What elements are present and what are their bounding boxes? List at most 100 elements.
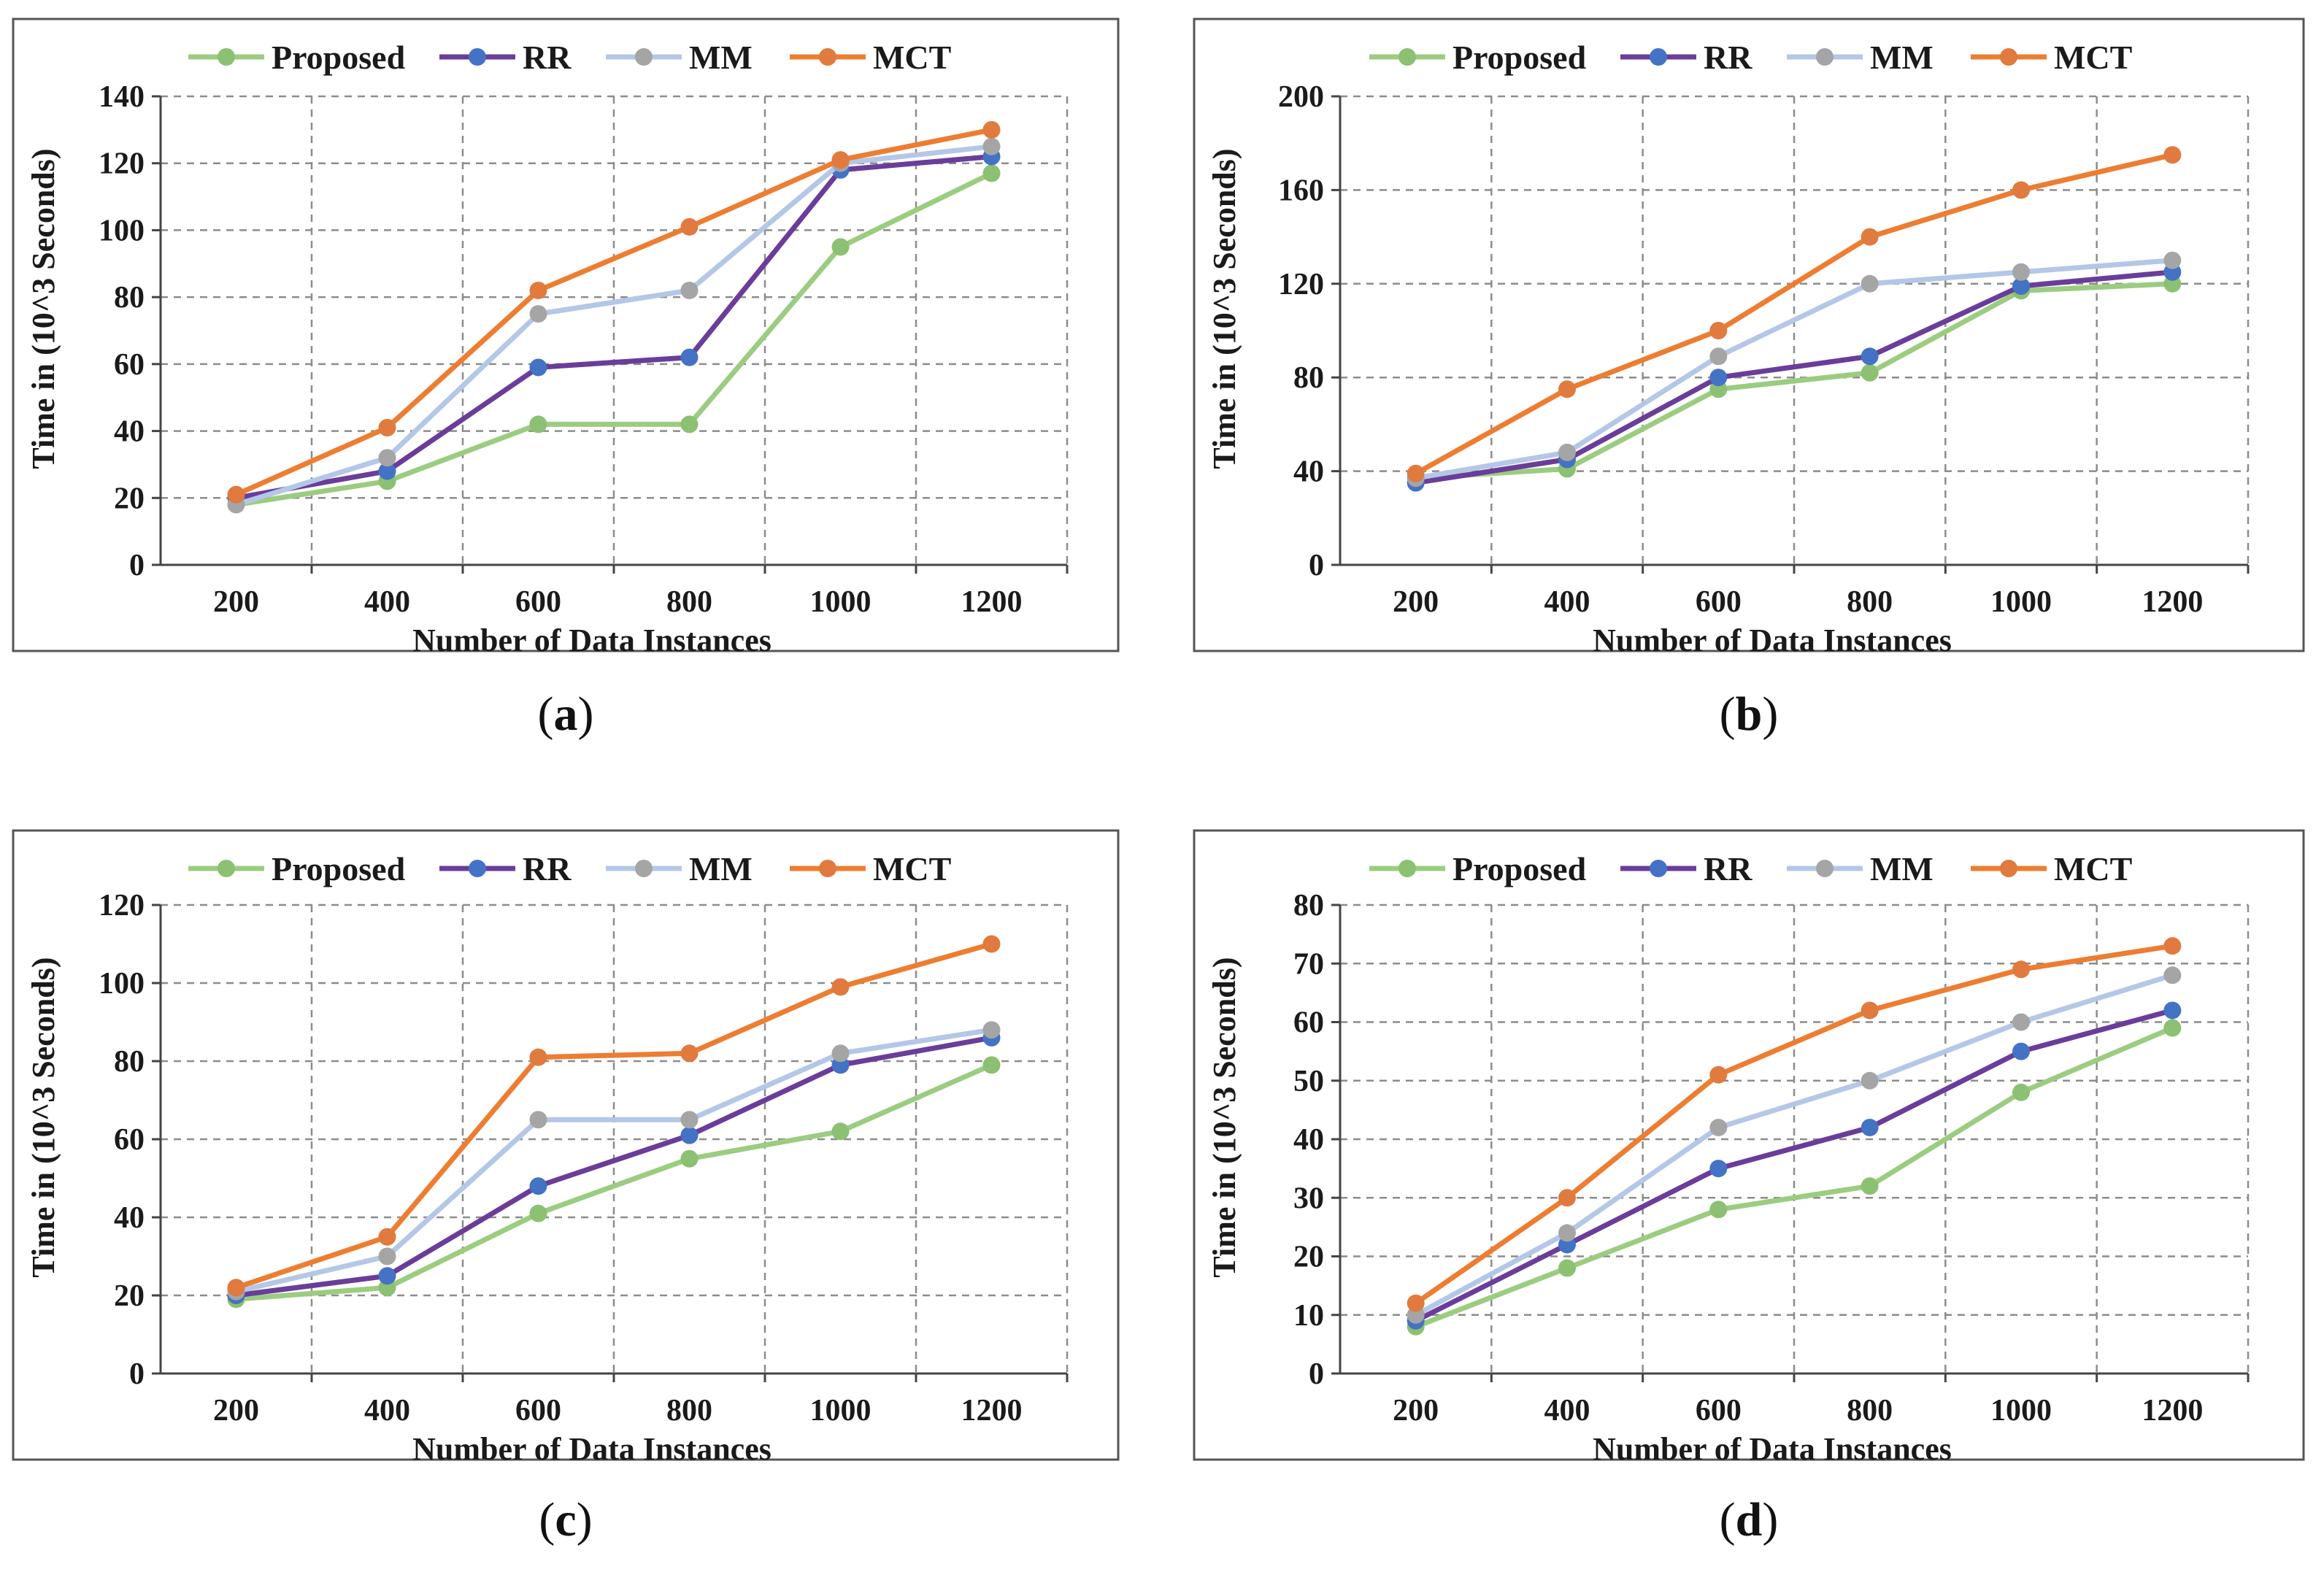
y-tick-label: 60 [114, 1123, 145, 1157]
legend-marker-mct [819, 48, 836, 66]
y-tick-label: 120 [1278, 268, 1324, 301]
series-line-mct [1413, 943, 2175, 1306]
legend-label-mm: MM [1870, 850, 1934, 887]
y-tick-label: 10 [1293, 1299, 1324, 1333]
data-point-mct [227, 1279, 245, 1297]
y-tick-label: 30 [1293, 1182, 1324, 1215]
data-point-mct [1558, 380, 1576, 398]
legend-label-proposed: Proposed [1452, 850, 1587, 887]
data-point-proposed [680, 415, 699, 434]
data-point-mm [1558, 1224, 1576, 1242]
legend-label-rr: RR [1704, 850, 1752, 887]
data-point-proposed [1861, 363, 1879, 382]
data-point-mct [529, 1048, 547, 1066]
legend-label-rr: RR [523, 850, 572, 887]
chart-panel-c: 0 20 40 60 80 100 120 200 400 600 800 1000 1200 Numbe… [12, 829, 1120, 1546]
panel-frame [1193, 829, 2305, 1461]
data-point-rr [1861, 347, 1879, 366]
legend-marker-proposed [218, 48, 235, 66]
data-point-mct [378, 418, 396, 436]
data-point-mm [2163, 966, 2182, 985]
x-tick-label: 400 [1544, 585, 1590, 619]
data-point-mct [2163, 937, 2182, 955]
data-point-rr [378, 462, 396, 480]
data-point-rr [1709, 369, 1728, 387]
data-point-mct [2012, 960, 2030, 979]
series-line-mm [1413, 258, 2175, 481]
x-tick-label: 400 [364, 1394, 410, 1427]
y-axis-title: Time in (10^3 Seconds) [1207, 957, 1242, 1277]
y-tick-label: 40 [1293, 455, 1324, 489]
series-line-proposed [234, 1062, 994, 1302]
data-point-mct [982, 935, 1001, 953]
legend-label-mm: MM [1870, 39, 1934, 76]
x-tick-label: 1000 [1990, 585, 2052, 619]
data-point-mm [680, 281, 699, 299]
legend-marker-rr [469, 48, 486, 66]
legend-label-proposed: Proposed [1452, 39, 1587, 76]
data-point-mct [1861, 228, 1879, 246]
y-tick-label: 60 [1293, 1006, 1324, 1040]
legend-label-mct: MCT [2054, 39, 2132, 76]
data-point-proposed [982, 164, 1001, 182]
chart-panel-a: 0 20 40 60 80 100 120 140 200 400 600 800 1000 1200 Nu… [12, 18, 1120, 741]
data-point-mm [529, 305, 547, 323]
legend-label-proposed: Proposed [272, 850, 406, 887]
x-tick-label: 1000 [810, 1394, 872, 1427]
x-tick-label: 600 [515, 585, 561, 619]
panel-frame [12, 18, 1120, 652]
x-tick-label: 1000 [810, 585, 872, 619]
data-point-mct [831, 978, 850, 996]
data-point-mct [1558, 1189, 1576, 1207]
legend-label-rr: RR [523, 39, 572, 76]
legend-label-mct: MCT [2054, 850, 2132, 887]
x-tick-label: 200 [1393, 1394, 1439, 1427]
y-axis-title: Time in (10^3 Seconds) [26, 957, 61, 1277]
y-tick-label: 70 [1293, 947, 1324, 981]
series-line-mct [1413, 152, 2175, 477]
panel-caption: (a) [538, 687, 594, 741]
data-point-mct [1861, 1001, 1879, 1020]
data-point-proposed [2012, 1083, 2030, 1101]
y-tick-label: 80 [1293, 889, 1324, 922]
y-tick-label: 100 [99, 214, 145, 247]
series-line-proposed [234, 171, 994, 507]
legend-label-mct: MCT [873, 850, 951, 887]
data-point-proposed [1861, 1177, 1879, 1195]
series-line-mm [234, 1027, 994, 1295]
legend-marker-rr [469, 860, 486, 877]
y-tick-label: 200 [1278, 80, 1324, 114]
data-point-mct [680, 217, 699, 236]
x-tick-label: 800 [1847, 585, 1893, 619]
legend-marker-rr [1650, 48, 1667, 66]
y-tick-label: 60 [114, 348, 145, 382]
y-tick-label: 80 [114, 1045, 145, 1079]
data-point-mm [2163, 251, 2182, 269]
x-tick-label: 800 [1847, 1394, 1893, 1427]
data-point-mct [1407, 464, 1425, 482]
data-point-rr [378, 1267, 396, 1285]
x-tick-label: 600 [1696, 1394, 1742, 1427]
legend-label-mct: MCT [873, 39, 951, 76]
x-tick-label: 800 [666, 585, 712, 619]
x-axis-title: Number of Data Instances [1593, 1431, 1952, 1467]
legend-marker-mm [635, 860, 653, 877]
series-line-mct [234, 127, 994, 498]
y-tick-label: 120 [99, 889, 145, 922]
data-point-mct [1407, 1294, 1425, 1312]
data-point-rr [2163, 1001, 2182, 1020]
series-line-rr [234, 154, 994, 501]
y-tick-label: 40 [114, 415, 145, 449]
data-point-rr [529, 358, 547, 377]
series-line-proposed [1413, 1025, 2175, 1330]
data-point-mct [680, 1044, 699, 1063]
data-point-rr [1709, 1160, 1728, 1178]
legend-marker-mct [2000, 860, 2017, 877]
y-tick-label: 120 [99, 147, 145, 181]
data-point-proposed [2163, 1019, 2182, 1037]
series-line-rr [1413, 1008, 2175, 1324]
series-line-rr [234, 1035, 994, 1298]
y-tick-label: 160 [1278, 174, 1324, 207]
data-point-mct [831, 151, 850, 169]
